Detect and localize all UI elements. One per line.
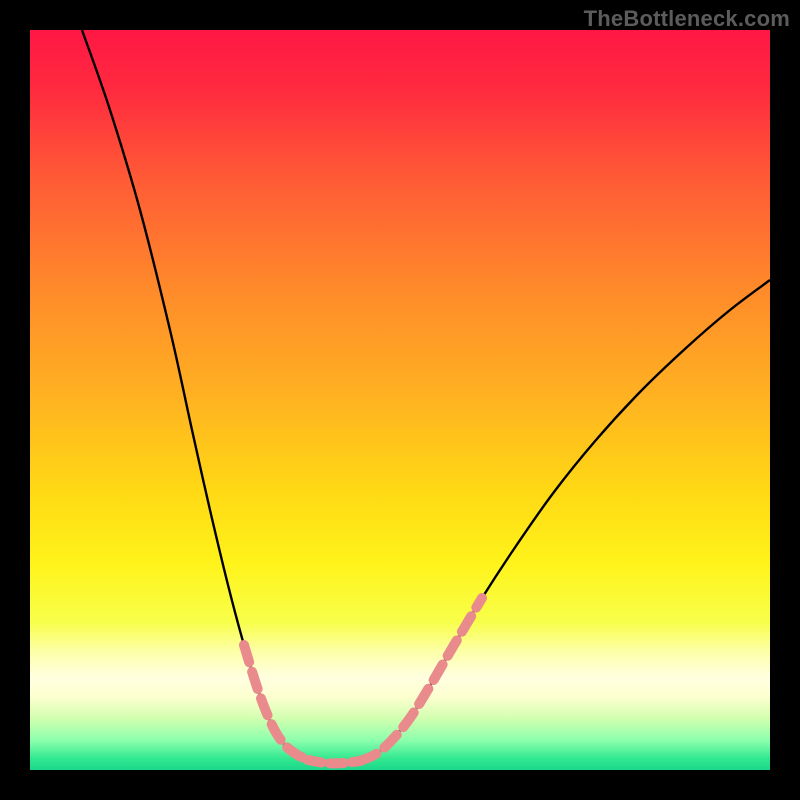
chart-frame: TheBottleneck.com	[0, 0, 800, 800]
plot-area	[30, 30, 770, 770]
highlight-left-branch	[244, 645, 308, 760]
highlight-trough	[308, 760, 360, 763]
highlight-right-branch	[360, 598, 482, 761]
bottleneck-curve	[30, 30, 770, 770]
watermark-text: TheBottleneck.com	[584, 6, 790, 32]
curve-line	[82, 30, 770, 763]
